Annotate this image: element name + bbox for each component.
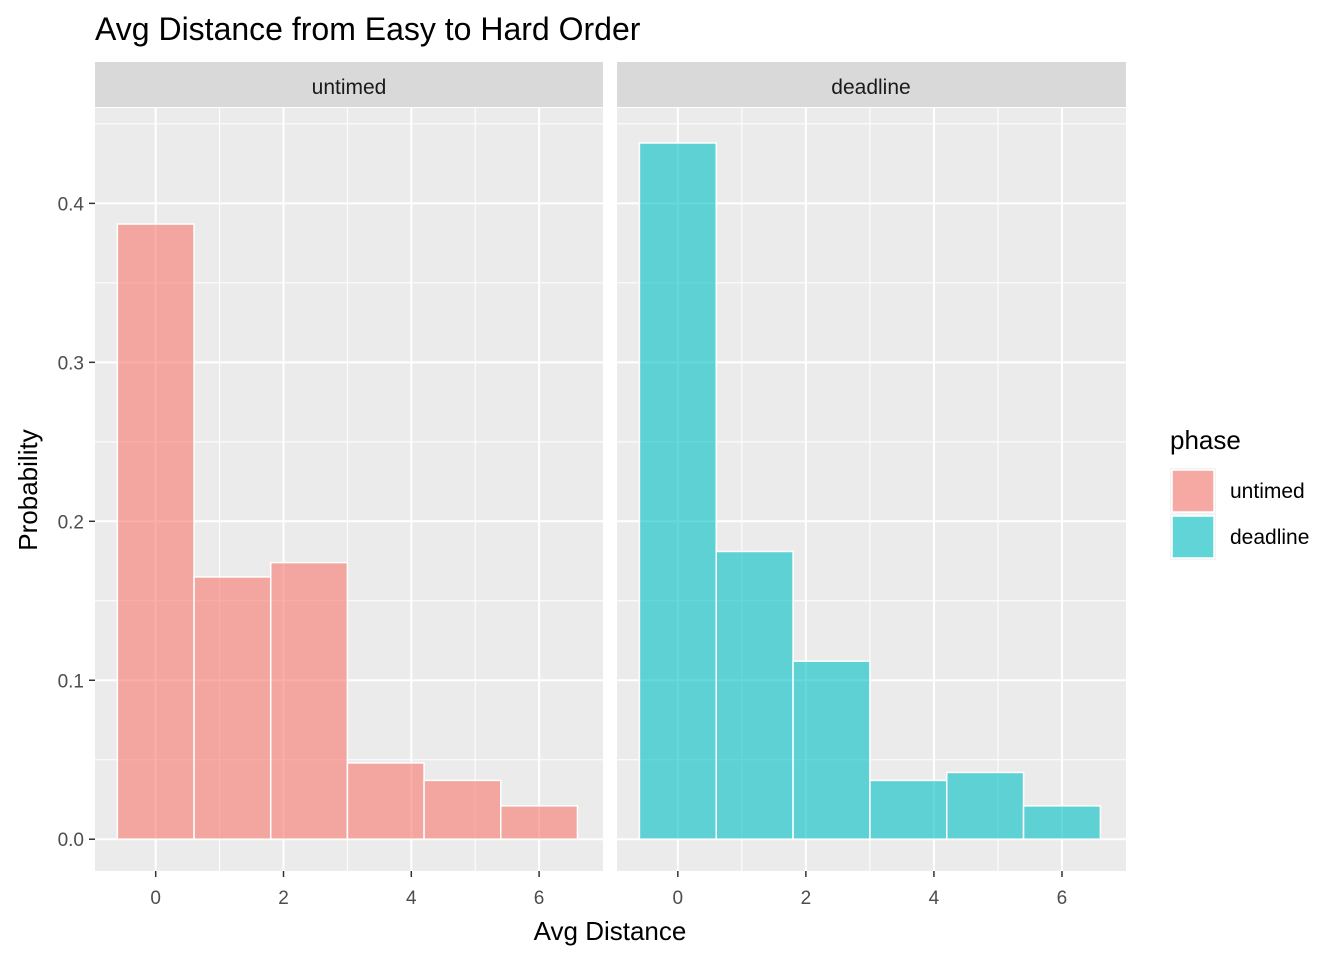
bar [346, 762, 425, 840]
facet-panel-2: deadline 0 2 4 6 [617, 62, 1126, 909]
x-axis: 0 2 4 6 [673, 871, 1068, 909]
gridlines [95, 108, 603, 871]
legend-title: phase [1170, 425, 1241, 455]
x-tick-label: 0 [150, 888, 161, 909]
bars [638, 142, 1102, 840]
y-axis: 0.0 0.1 0.2 0.3 0.4 [58, 194, 95, 851]
y-axis-title: Probability [13, 429, 43, 550]
y-tick-label: 0.1 [58, 671, 84, 692]
legend-swatch [1171, 515, 1215, 559]
legend-swatch [1171, 469, 1215, 513]
bar [792, 660, 871, 840]
y-tick-label: 0.0 [58, 830, 84, 851]
y-tick-label: 0.2 [58, 512, 84, 533]
x-tick-label: 6 [1057, 888, 1068, 909]
y-tick-label: 0.3 [58, 353, 84, 374]
bar [869, 779, 948, 840]
x-tick-label: 2 [801, 888, 812, 909]
x-tick-label: 6 [534, 888, 545, 909]
bar [193, 576, 272, 840]
x-axis-title: Avg Distance [534, 916, 687, 946]
bar [423, 779, 502, 840]
bar [500, 805, 579, 840]
y-tick-label: 0.4 [58, 194, 85, 215]
bar [945, 771, 1025, 840]
strip-label-2: deadline [831, 76, 910, 99]
bar [638, 142, 717, 840]
x-tick-label: 4 [406, 888, 417, 909]
strip-background [95, 62, 603, 107]
x-tick-label: 2 [278, 888, 289, 909]
bar [1022, 805, 1102, 840]
bar [269, 561, 349, 840]
bar [116, 223, 195, 840]
legend-label: untimed [1230, 480, 1305, 503]
facet-panel-1: untimed 0 2 4 6 [95, 62, 603, 909]
legend-items: untimed deadline [1170, 468, 1309, 560]
bars [116, 223, 579, 840]
x-tick-label: 4 [929, 888, 940, 909]
chart-title: Avg Distance from Easy to Hard Order [95, 11, 641, 47]
x-tick-label: 0 [673, 888, 684, 909]
legend: phase untimed deadline [1170, 425, 1309, 560]
strip-label-1: untimed [312, 76, 387, 99]
x-axis: 0 2 4 6 [150, 871, 544, 909]
legend-label: deadline [1230, 526, 1309, 549]
bar [715, 550, 794, 840]
strip-background [617, 62, 1126, 107]
